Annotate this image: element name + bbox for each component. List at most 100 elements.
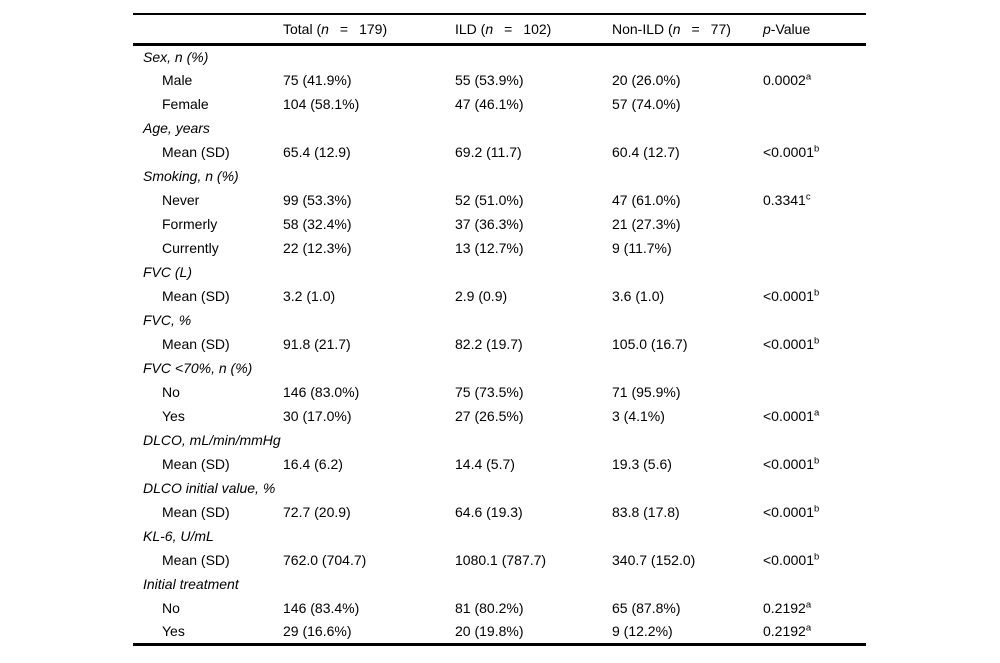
cell-total [283,428,455,452]
cell-nonild: 340.7 (152.0) [612,552,696,568]
p-value-text: <0.0001 [763,456,814,472]
header-total: Total (n = 179) [283,14,455,44]
header-ild-equals: = [504,20,513,37]
table-row: No 146 (83.0%) 75 (73.5%) 71 (95.9%) [133,380,866,404]
header-row: Total (n = 179) ILD (n = 102) Non-ILD (n = 77)… [133,14,866,44]
cell-p-value: <0.0001b [763,332,866,356]
cell-nonild: 57 (74.0%) [612,96,681,112]
cell-p-value: 0.2192a [763,620,866,644]
cell-ild [455,356,612,380]
p-value-superscript: a [814,407,820,419]
cell-p-value [763,212,866,236]
cell-total: 104 (58.1%) [283,96,360,112]
cell-total: 29 (16.6%) [283,623,352,640]
cell-nonild [612,572,763,596]
cell-ild: 2.9 (0.9) [455,288,508,304]
cell-p-value [763,92,866,116]
header-ild: ILD (n = 102) [455,14,612,44]
row-label: Mean (SD) [162,336,230,352]
table-row: No 146 (83.4%) 81 (80.2%) 65 (87.8%) 0.2192a [133,596,866,620]
cell-total: 22 (12.3%) [283,240,352,256]
row-label: Female [162,96,209,112]
cell-ild [455,260,612,284]
row-label: Mean (SD) [162,504,230,520]
cell-ild: 55 (53.9%) [455,72,524,88]
row-label: Mean (SD) [162,552,230,568]
row-label: KL-6, U/mL [143,528,214,544]
cell-ild: 75 (73.5%) [455,384,524,400]
cell-total: 99 (53.3%) [283,192,352,208]
cell-p-value: <0.0001b [763,140,866,164]
cell-total: 3.2 (1.0) [283,288,336,304]
cell-ild: 47 (46.1%) [455,96,524,112]
cell-total [283,164,455,188]
cell-total [283,356,455,380]
cell-nonild [612,44,763,68]
cell-p-value: <0.0001a [763,404,866,428]
cell-p-value [763,428,866,452]
table-header: Total (n = 179) ILD (n = 102) Non-ILD (n = 77)… [133,14,866,44]
table-row: Never 99 (53.3%) 52 (51.0%) 47 (61.0%) 0.334… [133,188,866,212]
section-row: Age, years [133,116,866,140]
cell-ild: 13 (12.7%) [455,240,524,256]
table-row: Mean (SD) 72.7 (20.9) 64.6 (19.3) 83.8 (17.… [133,500,866,524]
statistics-table: Total (n = 179) ILD (n = 102) Non-ILD (n = 77)… [133,13,866,646]
cell-total: 65.4 (12.9) [283,144,351,160]
row-label: Yes [162,408,185,424]
section-row: FVC (L) [133,260,866,284]
cell-ild [455,572,612,596]
p-value-text: <0.0001 [763,144,814,160]
cell-p-value: 0.3341c [763,188,866,212]
cell-p-value [763,476,866,500]
cell-ild [455,476,612,500]
header-ild-prefix: ILD ( [455,20,486,37]
row-label: Smoking, n (%) [143,168,239,184]
section-row: Smoking, n (%) [133,164,866,188]
cell-nonild: 9 (11.7%) [612,240,672,256]
row-label: Yes [162,623,185,640]
p-value-text: 0.2192 [763,600,806,616]
p-value-superscript: b [814,551,820,563]
cell-p-value [763,260,866,284]
cell-p-value: 0.0002a [763,68,866,92]
cell-p-value: <0.0001b [763,500,866,524]
cell-total: 58 (32.4%) [283,216,352,232]
row-label: Mean (SD) [162,288,230,304]
cell-total [283,44,455,68]
cell-p-value [763,524,866,548]
cell-total: 72.7 (20.9) [283,504,351,520]
cell-p-value [763,236,866,260]
row-label: No [162,384,180,400]
cell-p-value: <0.0001b [763,452,866,476]
cell-nonild [612,164,763,188]
cell-p-value [763,164,866,188]
cell-total [283,524,455,548]
row-label: No [162,600,180,616]
row-label: Male [162,72,193,88]
cell-nonild: 9 (12.2%) [612,623,673,640]
table-row: Currently 22 (12.3%) 13 (12.7%) 9 (11.7%) [133,236,866,260]
cell-total [283,476,455,500]
cell-ild: 64.6 (19.3) [455,504,523,520]
cell-p-value [763,44,866,68]
p-value-text: <0.0001 [763,288,814,304]
p-value-superscript: b [814,143,820,155]
cell-ild [455,308,612,332]
cell-total [283,572,455,596]
p-value-text: <0.0001 [763,336,814,352]
row-label: Formerly [162,216,218,232]
cell-ild: 14.4 (5.7) [455,456,515,472]
cell-total: 146 (83.4%) [283,600,360,616]
p-value-superscript: a [805,599,812,611]
header-non-ild-prefix: Non-ILD ( [612,20,673,37]
header-empty-cell [133,14,283,44]
header-non-ild-equals: = [691,20,700,37]
header-total-prefix: Total ( [283,20,322,37]
cell-nonild [612,476,763,500]
p-value-superscript: b [814,455,820,467]
cell-nonild: 19.3 (5.6) [612,456,672,472]
header-ild-n: n [485,20,494,37]
cell-nonild [612,524,763,548]
p-value-text: 0.3341 [763,192,806,208]
row-label: DLCO, mL/min/mmHg [143,432,281,448]
